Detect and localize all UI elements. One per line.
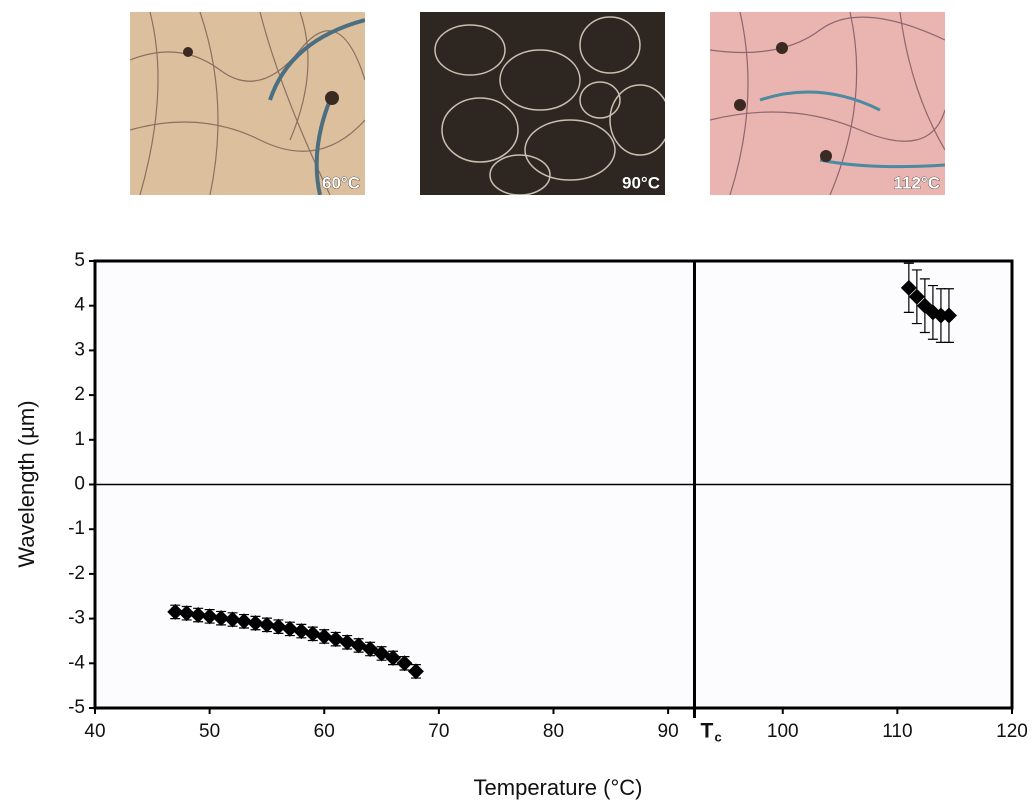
marker <box>304 625 321 642</box>
marker <box>339 634 356 651</box>
marker <box>201 608 218 625</box>
marker <box>213 610 230 627</box>
x-tick-label: 90 <box>658 721 679 742</box>
y-tick-label: -2 <box>68 563 85 584</box>
x-tick-label: 110 <box>882 721 912 742</box>
marker <box>224 611 241 628</box>
y-tick-label: 2 <box>74 384 85 405</box>
x-tick-label: 120 <box>996 721 1028 742</box>
marker <box>236 613 253 630</box>
marker <box>908 288 925 305</box>
marker <box>167 603 184 620</box>
y-tick-label: 0 <box>74 474 85 495</box>
marker <box>190 607 207 624</box>
marker <box>247 615 264 632</box>
y-tick-label: -1 <box>68 518 85 539</box>
x-tick-label: 80 <box>543 721 564 742</box>
y-tick-label: -5 <box>68 697 85 718</box>
marker <box>178 605 195 622</box>
marker <box>327 631 344 648</box>
marker <box>940 307 957 324</box>
marker <box>270 618 287 635</box>
x-tick-label: 100 <box>767 721 799 742</box>
marker <box>258 616 275 633</box>
y-tick-label: -3 <box>68 608 85 629</box>
marker <box>385 649 402 666</box>
micrograph <box>420 12 665 195</box>
micrograph-label: 90°C <box>622 173 660 192</box>
marker <box>900 279 917 296</box>
marker <box>932 307 949 324</box>
micrograph-label: 112°C <box>893 173 940 192</box>
x-tick-label: 50 <box>199 721 220 742</box>
x-tick-label: 60 <box>314 721 335 742</box>
marker <box>316 628 333 645</box>
y-tick-label: 3 <box>74 339 85 360</box>
micrograph-label: 60°C <box>322 173 360 192</box>
x-axis-title: Temperature (°C) <box>474 775 643 800</box>
marker <box>293 623 310 640</box>
y-tick-label: 5 <box>74 250 85 271</box>
marker <box>407 663 424 680</box>
tc-label: T <box>700 720 713 743</box>
y-tick-label: -4 <box>68 652 85 673</box>
micrograph <box>710 12 945 195</box>
y-tick-label: 4 <box>74 295 85 316</box>
y-axis-title: Wavelength (µm) <box>14 400 39 567</box>
x-tick-label: 40 <box>84 721 105 742</box>
y-tick-label: 1 <box>74 429 85 450</box>
marker <box>281 620 298 637</box>
tc-subscript: c <box>714 729 721 744</box>
x-tick-label: 70 <box>428 721 449 742</box>
marker <box>396 655 413 672</box>
micrograph <box>130 12 365 195</box>
